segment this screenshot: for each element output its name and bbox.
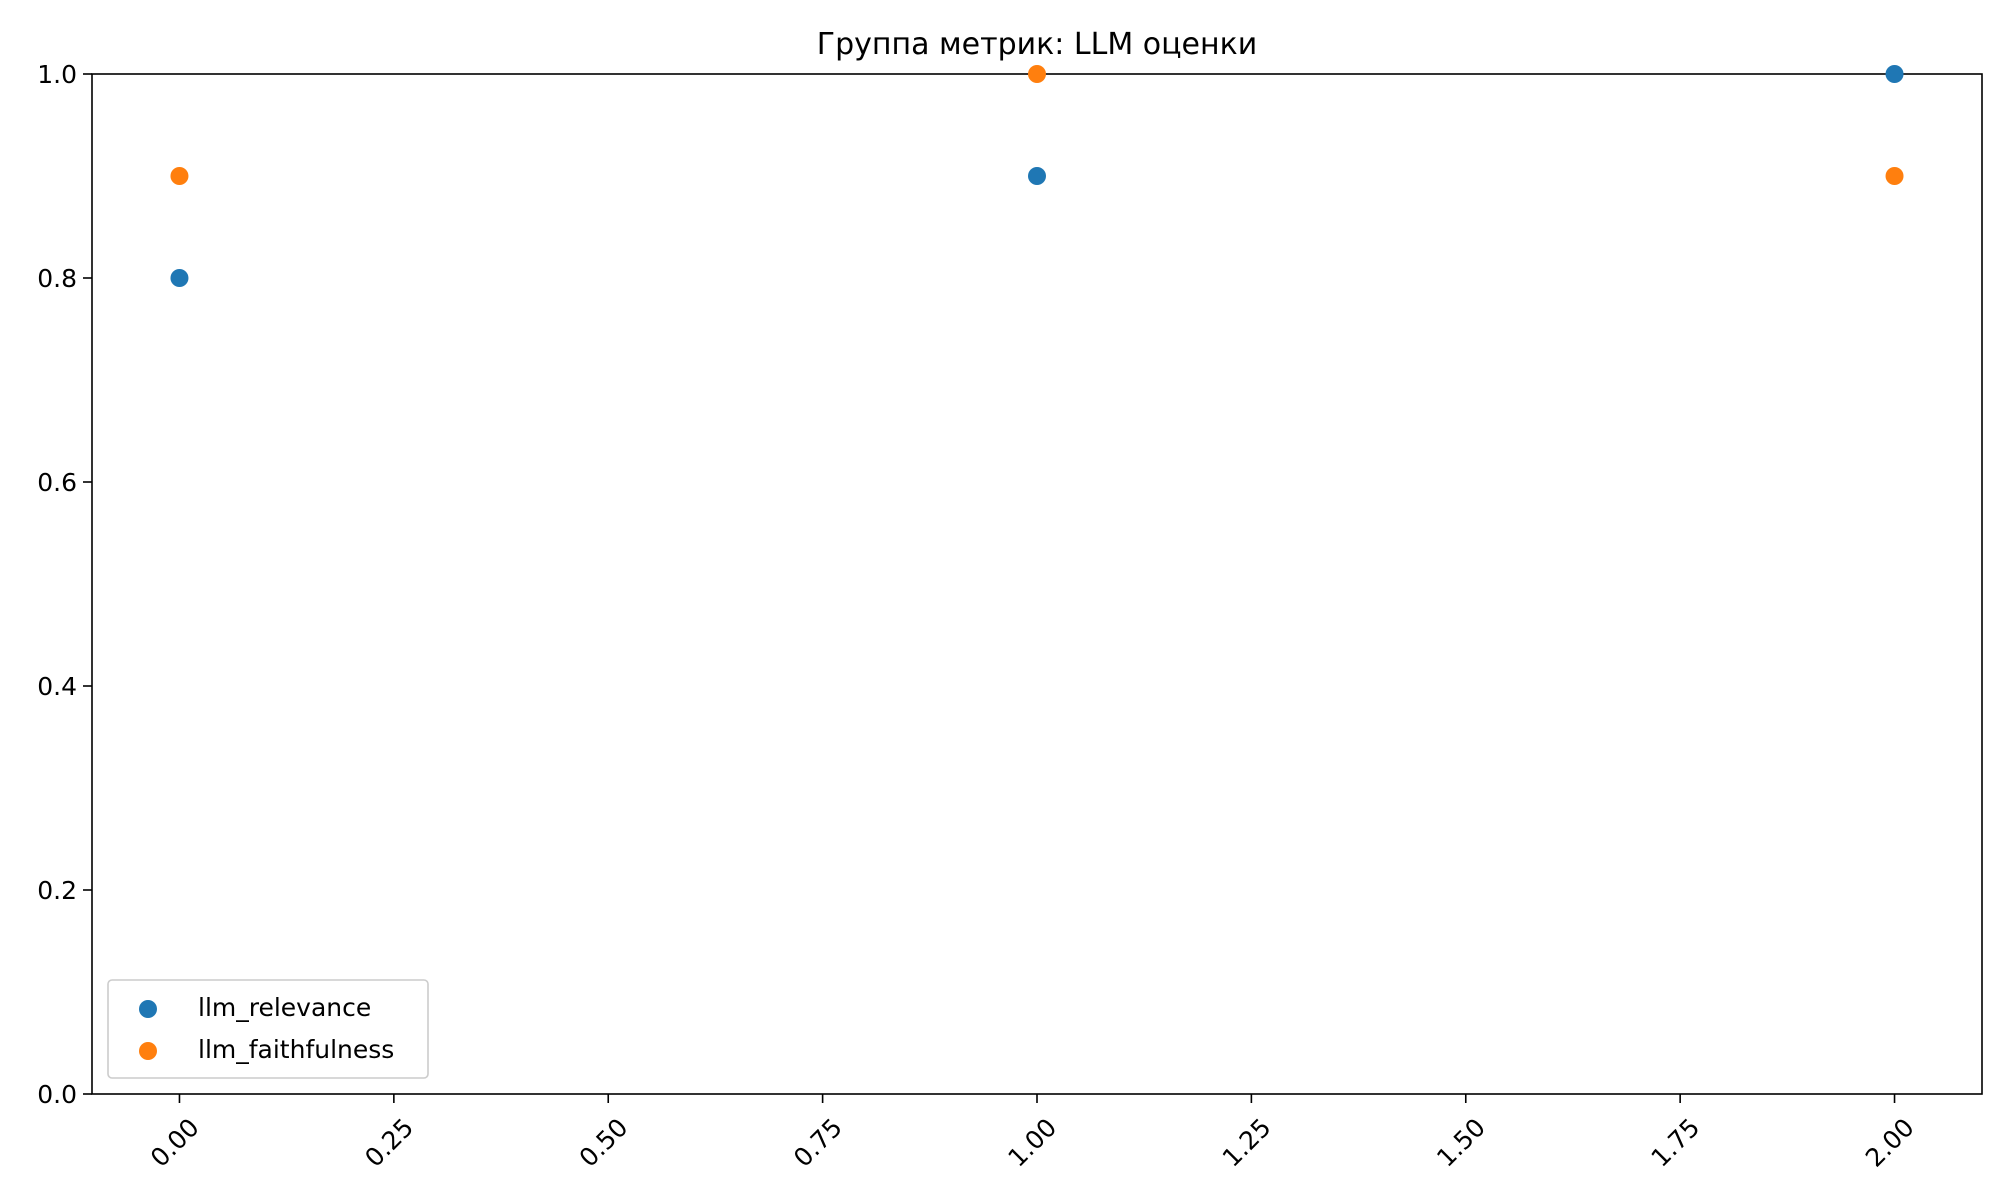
point-llm_faithfulness-2: [1885, 167, 1904, 185]
y-tick-label: 0.4: [37, 672, 77, 701]
legend: llm_relevance llm_faithfulness: [107, 979, 429, 1079]
y-tick-label: 0.2: [37, 876, 77, 905]
y-tick-label: 1.0: [37, 60, 77, 89]
y-tick-label: 0.6: [37, 468, 77, 497]
point-llm_relevance-0: [170, 269, 189, 287]
legend-box: [107, 979, 429, 1079]
y-tick-label: 0.8: [37, 264, 77, 293]
chart-title: Группа метрик: LLM оценки: [817, 27, 1257, 62]
y-tick-label: 0.0: [37, 1080, 77, 1109]
point-llm_faithfulness-1: [1028, 65, 1046, 83]
legend-marker-llm_relevance: [139, 1000, 157, 1018]
data-points: [170, 65, 1904, 287]
point-llm_faithfulness-0: [170, 167, 189, 185]
legend-marker-llm_faithfulness: [139, 1042, 157, 1060]
point-llm_relevance-2: [1885, 65, 1904, 83]
point-llm_relevance-1: [1028, 167, 1046, 185]
legend-label: llm_relevance: [198, 993, 371, 1022]
legend-label: llm_faithfulness: [198, 1035, 394, 1064]
